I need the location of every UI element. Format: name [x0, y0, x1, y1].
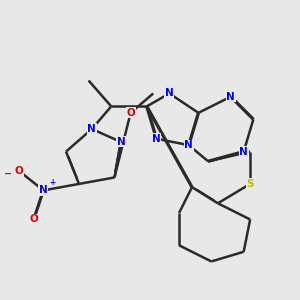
- Text: N: N: [165, 88, 174, 98]
- Text: N: N: [39, 185, 48, 195]
- Text: S: S: [246, 179, 254, 189]
- Text: O: O: [29, 214, 38, 224]
- Text: O: O: [15, 166, 23, 176]
- Text: N: N: [226, 92, 235, 102]
- Text: O: O: [126, 108, 135, 118]
- Text: N: N: [152, 134, 161, 144]
- Text: +: +: [49, 178, 56, 187]
- Text: −: −: [4, 169, 12, 179]
- Text: N: N: [184, 140, 193, 150]
- Text: N: N: [239, 147, 248, 157]
- Text: N: N: [116, 137, 125, 147]
- Text: N: N: [88, 124, 96, 134]
